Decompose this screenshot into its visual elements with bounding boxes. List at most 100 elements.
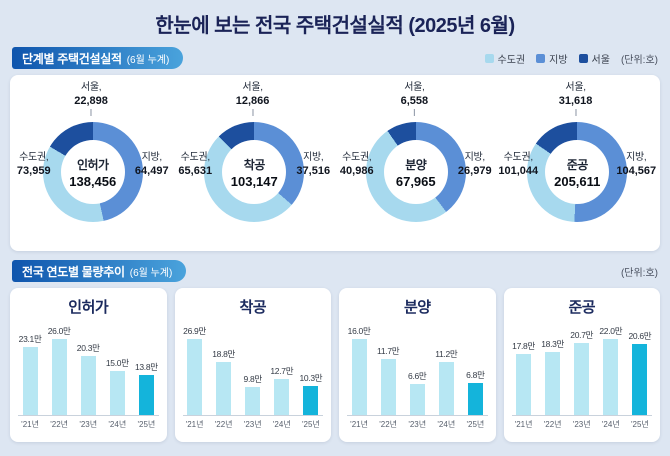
bar-column: 18.3만 '22년: [539, 321, 567, 433]
bar-year-label: '23년: [572, 420, 591, 429]
bar-year-label: '25년: [137, 420, 156, 429]
callout-line: [252, 109, 254, 117]
bar-value-label: 26.9만: [183, 326, 207, 336]
donut-total-value: 67,965: [395, 173, 436, 189]
bar-column: 6.8만 '25년: [461, 321, 489, 433]
bar-year-label: '22년: [379, 420, 398, 429]
bar: [516, 354, 532, 415]
bar-value-label: 26.0만: [47, 326, 71, 336]
jibang-label: 지방,: [303, 152, 324, 163]
bar-year-label: '24년: [601, 420, 620, 429]
bar-column: 11.2만 '24년: [432, 321, 460, 433]
donut-total-value: 205,611: [554, 173, 601, 189]
section2-unit-label: (단위:호): [620, 267, 658, 279]
bar-column: 16.0만 '21년: [345, 321, 373, 433]
donut-seoul-callout: 서울, 6,558: [401, 82, 428, 117]
bar-value-label: 11.7만: [377, 346, 400, 356]
donut-chart-permits: 인허가 138,456: [42, 122, 143, 222]
axis-baseline: [182, 415, 323, 416]
bar-column: 20.7만 '23년: [568, 321, 596, 433]
seoul-value: 22,898: [74, 94, 108, 107]
section1-unit-label: (단위:호): [620, 54, 658, 66]
legend-label-sudogwon: 수도권: [497, 54, 526, 66]
donut-seoul-callout: 서울, 31,618: [558, 82, 593, 117]
bar-value-label: 12.7만: [270, 366, 294, 376]
donut-sudogwon-callout: 수도권, 65,631: [171, 152, 219, 178]
bar: [80, 356, 96, 415]
bar-value-label: 10.3만: [299, 373, 323, 383]
bar-column: 12.7만 '24년: [268, 321, 296, 433]
bar: [574, 343, 590, 415]
donut-seoul-callout: 서울, 12,866: [235, 82, 270, 117]
bar: [438, 362, 454, 415]
donut-seoul-callout: 서울, 22,898: [74, 82, 108, 117]
donut-chart-completions: 준공 205,611: [527, 122, 628, 222]
bar: [109, 371, 125, 415]
section2-header: 전국 연도별 물량추이 (6월 누계) (단위:호): [12, 260, 658, 282]
sudogwon-value: 73,959: [16, 164, 51, 177]
bar-card-starts: 착공 26.9만 '21년 18.8만 '22년 9.8만 '23년 12.7만 '24년 10…: [174, 288, 331, 442]
axis-baseline: [347, 415, 488, 416]
bar-column: 6.6만 '23년: [403, 321, 431, 433]
bar: [545, 352, 561, 415]
jibang-label: 지방,: [626, 152, 647, 163]
bar-chart-permits: 23.1만 '21년 26.0만 '22년 20.3만 '23년 15.0만 '24년 13.8…: [10, 321, 167, 433]
bar-column: 20.3만 '23년: [74, 321, 102, 433]
bar-column: 15.0만 '24년: [103, 321, 131, 433]
sudogwon-value: 40,986: [339, 164, 374, 177]
bar-chart-title: 분양: [403, 299, 431, 316]
jibang-value: 26,979: [457, 164, 492, 177]
donut-total-value: 138,456: [69, 173, 117, 189]
sudogwon-label: 수도권,: [342, 152, 372, 163]
donut-chart-starts: 착공 103,147: [204, 122, 305, 222]
bar-column: 11.7만 '22년: [374, 321, 402, 433]
bar-card-permits: 인허가 23.1만 '21년 26.0만 '22년 20.3만 '23년 15.0만 '24년…: [10, 288, 167, 442]
donut-group-completions: 서울, 31,618 준공 205,611 수도권, 101,044 지방, 1…: [497, 80, 657, 246]
jibang-label: 지방,: [141, 152, 163, 163]
bar-value-label: 15.0만: [105, 358, 129, 368]
section1-banner-title: 단계별 주택건설실적: [22, 51, 122, 66]
legend-swatch-sudogwon-icon: [484, 53, 494, 63]
bar: [351, 339, 367, 415]
section1-banner: 단계별 주택건설실적 (6월 누계): [12, 47, 184, 69]
bar-column: 23.1만 '21년: [16, 321, 44, 433]
donut-title: 착공: [243, 157, 266, 172]
bar-year-label: '22년: [543, 420, 562, 429]
bar-current-year: [138, 375, 154, 415]
donut-chart-sales: 분양 67,965: [365, 122, 466, 222]
legend: 수도권 지방 서울 (단위:호): [484, 51, 658, 66]
bar-value-label: 16.0만: [347, 326, 371, 336]
legend-label-seoul: 서울: [591, 54, 610, 66]
section2-banner-subtitle: (6월 누계): [129, 267, 173, 279]
bar-year-label: '24년: [437, 420, 456, 429]
sudogwon-label: 수도권,: [503, 152, 533, 163]
seoul-label: 서울,: [565, 82, 586, 93]
section1-banner-subtitle: (6월 누계): [126, 54, 170, 66]
donut-title: 인허가: [76, 157, 109, 172]
jibang-label: 지방,: [464, 152, 486, 163]
bar-value-label: 6.6만: [408, 371, 427, 381]
axis-baseline: [511, 415, 652, 416]
bar-chart-title: 준공: [568, 299, 596, 316]
sudogwon-label: 수도권,: [180, 152, 210, 163]
bar-current-year: [632, 344, 648, 415]
bar-chart-title: 인허가: [68, 299, 109, 316]
bar-value-label: 20.7만: [570, 330, 594, 340]
seoul-value: 31,618: [558, 94, 593, 107]
donut-charts-card: 서울, 22,898 인허가 138,456 수도권, 73,959 지방, 6…: [10, 75, 660, 251]
bar-year-label: '21년: [514, 420, 533, 429]
donut-center: 인허가 138,456: [60, 140, 125, 204]
bar-year-label: '24년: [108, 420, 127, 429]
axis-baseline: [18, 415, 159, 416]
bar-current-year: [303, 386, 319, 415]
bar-column: 13.8만 '25년: [132, 321, 160, 433]
bar-column: 22.0만 '24년: [597, 321, 625, 433]
page-title: 한눈에 보는 전국 주택건설실적 (2025년 6월): [155, 15, 515, 37]
seoul-value: 12,866: [235, 94, 270, 107]
bar-column: 20.6만 '25년: [626, 321, 654, 433]
bar-value-label: 18.3만: [541, 339, 565, 349]
bar-year-label: '21년: [21, 420, 39, 429]
section1-header: 단계별 주택건설실적 (6월 누계) 수도권 지방 서울 (단위:호): [12, 47, 658, 69]
legend-item-jibang: 지방: [536, 51, 568, 66]
bar: [274, 379, 290, 415]
